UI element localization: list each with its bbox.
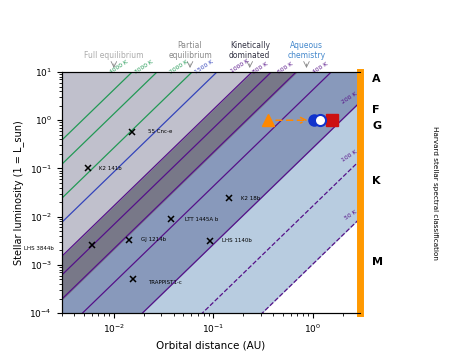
Text: 50 K: 50 K xyxy=(344,209,358,221)
Text: 600 K: 600 K xyxy=(276,61,293,75)
Text: 4000 K: 4000 K xyxy=(109,59,129,75)
Text: Aqueous
chemistry: Aqueous chemistry xyxy=(287,41,326,60)
Text: 200 K: 200 K xyxy=(340,91,358,104)
X-axis label: Orbital distance (AU): Orbital distance (AU) xyxy=(156,341,265,351)
Text: LHS 1140b: LHS 1140b xyxy=(222,238,252,243)
Text: F: F xyxy=(372,105,380,116)
Text: K2 18b: K2 18b xyxy=(241,196,260,201)
Text: 100 K: 100 K xyxy=(340,149,358,162)
Text: K2 141b: K2 141b xyxy=(100,166,122,171)
Text: 3000 K: 3000 K xyxy=(134,59,155,75)
Text: K: K xyxy=(372,176,381,186)
Text: LHS 3844b: LHS 3844b xyxy=(24,247,54,251)
Text: A: A xyxy=(372,75,381,85)
Text: 800 K: 800 K xyxy=(251,61,269,75)
Text: Kinetically
dominated: Kinetically dominated xyxy=(229,41,271,60)
Text: Partial
equilibrium: Partial equilibrium xyxy=(168,41,212,60)
Text: M: M xyxy=(372,257,383,267)
Text: 1000 K: 1000 K xyxy=(229,59,250,74)
Text: 2000 K: 2000 K xyxy=(169,59,190,75)
Text: 1500 K: 1500 K xyxy=(194,59,215,75)
Text: LTT 1445A b: LTT 1445A b xyxy=(185,217,219,222)
Text: Harvard stellar spectral classification: Harvard stellar spectral classification xyxy=(432,126,438,260)
Text: 55 Cnc-e: 55 Cnc-e xyxy=(148,129,172,134)
Text: 400 K: 400 K xyxy=(311,61,328,75)
Text: TRAPPIST1-c: TRAPPIST1-c xyxy=(148,280,182,285)
Text: Full equilibrium: Full equilibrium xyxy=(84,51,144,60)
Y-axis label: Stellar luminosity (1 = L_sun): Stellar luminosity (1 = L_sun) xyxy=(13,120,24,265)
Text: G: G xyxy=(372,121,381,131)
Text: GJ 1214b: GJ 1214b xyxy=(141,238,166,242)
